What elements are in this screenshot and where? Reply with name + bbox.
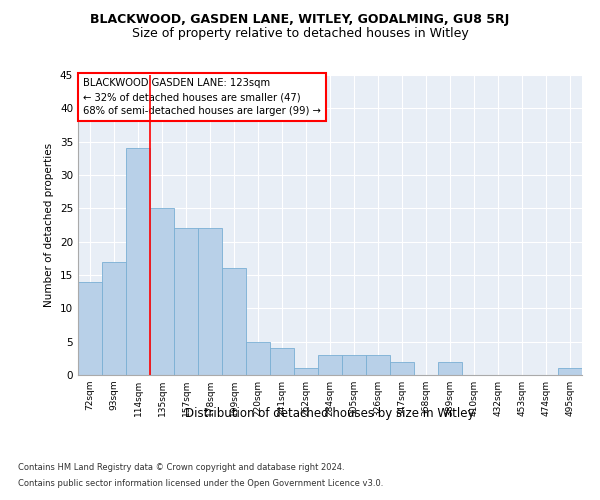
Bar: [102, 262, 126, 375]
Bar: [438, 362, 462, 375]
Bar: [78, 282, 102, 375]
Y-axis label: Number of detached properties: Number of detached properties: [44, 143, 55, 307]
Bar: [366, 355, 390, 375]
Bar: [558, 368, 582, 375]
Text: Contains HM Land Registry data © Crown copyright and database right 2024.: Contains HM Land Registry data © Crown c…: [18, 464, 344, 472]
Bar: [342, 355, 366, 375]
Text: BLACKWOOD GASDEN LANE: 123sqm
← 32% of detached houses are smaller (47)
68% of s: BLACKWOOD GASDEN LANE: 123sqm ← 32% of d…: [83, 78, 321, 116]
Bar: [150, 208, 174, 375]
Text: BLACKWOOD, GASDEN LANE, WITLEY, GODALMING, GU8 5RJ: BLACKWOOD, GASDEN LANE, WITLEY, GODALMIN…: [91, 12, 509, 26]
Bar: [126, 148, 150, 375]
Text: Contains public sector information licensed under the Open Government Licence v3: Contains public sector information licen…: [18, 478, 383, 488]
Bar: [198, 228, 222, 375]
Bar: [270, 348, 294, 375]
Bar: [174, 228, 198, 375]
Bar: [390, 362, 414, 375]
Bar: [294, 368, 318, 375]
Text: Size of property relative to detached houses in Witley: Size of property relative to detached ho…: [131, 28, 469, 40]
Bar: [222, 268, 246, 375]
Bar: [246, 342, 270, 375]
Text: Distribution of detached houses by size in Witley: Distribution of detached houses by size …: [185, 408, 475, 420]
Bar: [318, 355, 342, 375]
